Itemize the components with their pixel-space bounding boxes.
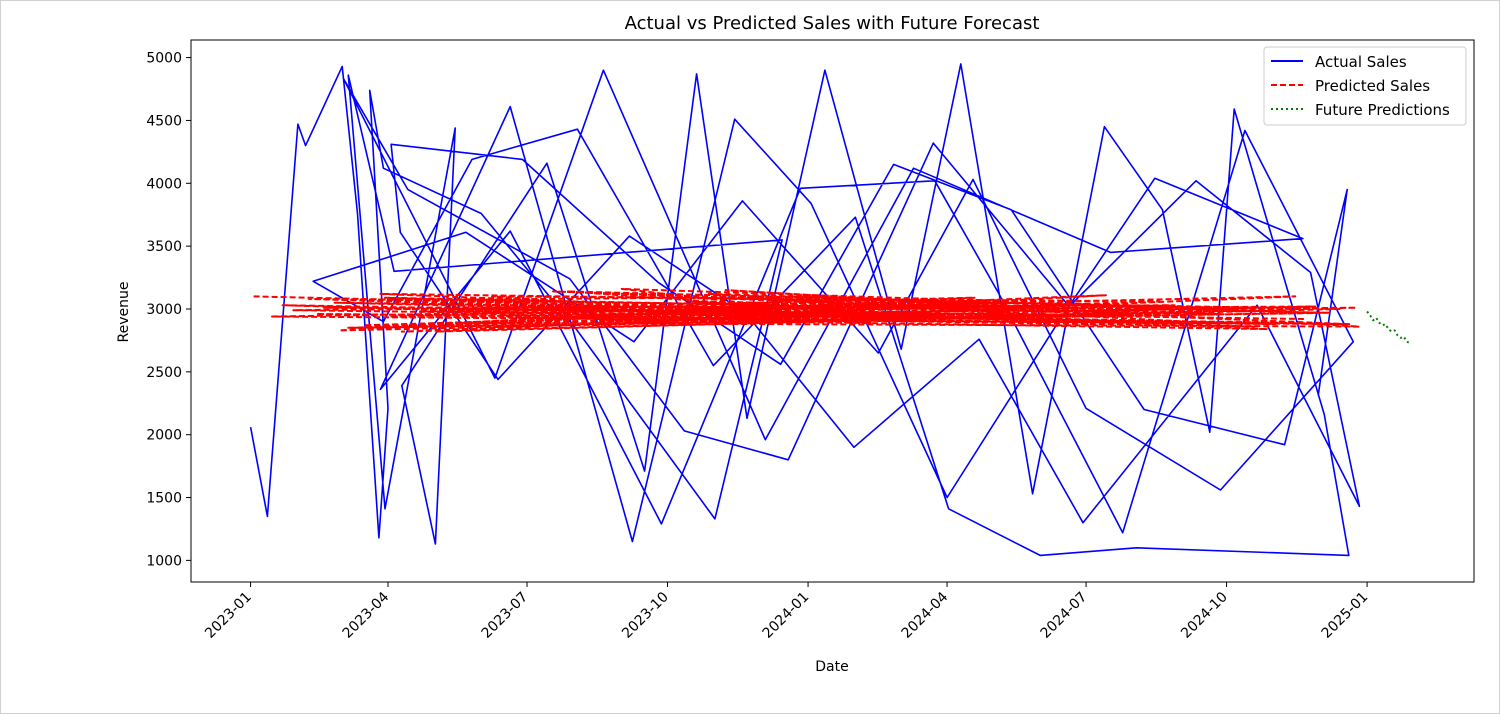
x-tick-label: 2023-07 [479,589,532,642]
plot-area [249,63,1411,557]
y-tick-label: 4500 [146,113,182,129]
series-line-future-predictions [1366,310,1411,344]
x-tick-label: 2024-01 [760,589,813,642]
y-axis-label: Revenue [116,282,132,343]
axes: 2023-01 2023-04 2023-07 2023-10 2024-01 2024-… [146,51,1371,642]
y-tick-label: 3500 [146,239,182,255]
x-tick-label: 2023-04 [340,589,393,642]
x-axis-label: Date [815,659,848,675]
series-line-predicted-sales [253,287,1361,333]
y-tick-label: 2000 [146,428,182,444]
legend-label-predicted: Predicted Sales [1315,77,1430,95]
x-tick-label: 2024-07 [1038,589,1091,642]
y-tick-label: 4000 [146,176,182,192]
x-tick-label: 2024-10 [1178,589,1231,642]
y-tick-label: 3000 [146,302,182,318]
chart-title: Actual vs Predicted Sales with Future Fo… [625,13,1040,34]
y-tick-label: 2500 [146,365,182,381]
x-tick-label: 2025-01 [1319,589,1372,642]
y-tick-label: 1500 [146,491,182,507]
legend-label-future: Future Predictions [1315,101,1450,119]
legend-box [1263,46,1467,126]
x-tick-label: 2023-10 [619,589,672,642]
x-tick-label: 2023-01 [202,589,255,642]
x-tick-label: 2024-04 [899,589,952,642]
y-tick-label: 1000 [146,553,182,569]
plot-frame [190,39,1475,583]
legend: Actual Sales Predicted Sales Future Pred… [1263,46,1467,126]
y-tick-label: 5000 [146,51,182,67]
legend-label-actual: Actual Sales [1315,53,1407,71]
